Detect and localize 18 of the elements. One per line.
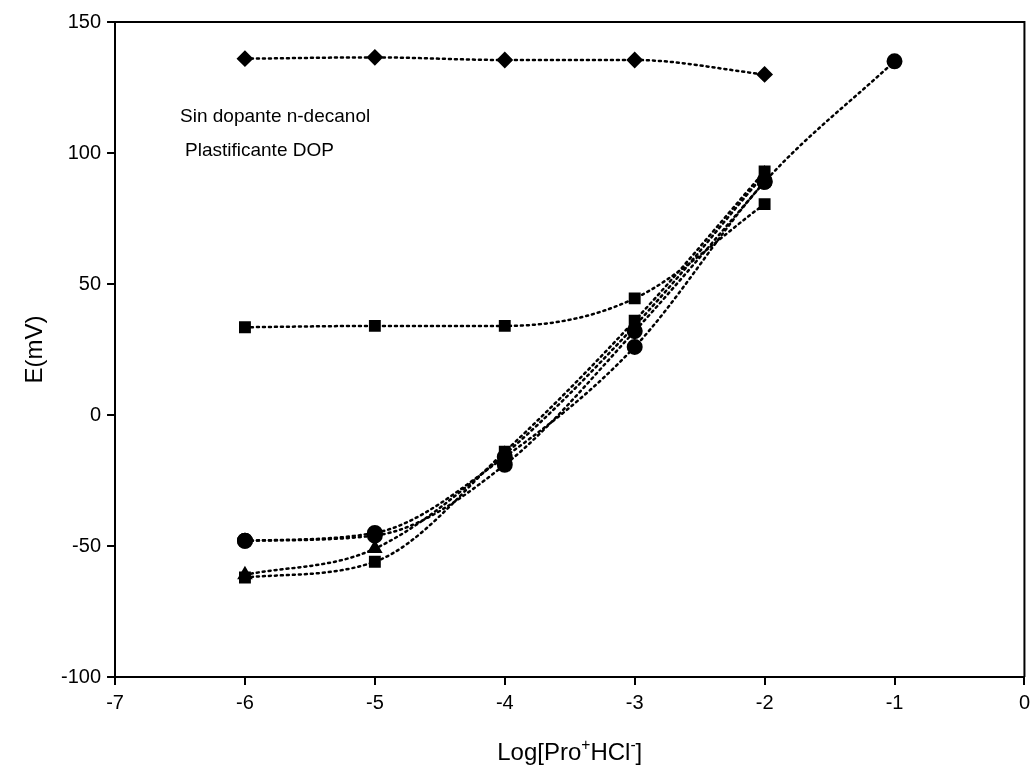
y-tick-label: 0 — [89, 402, 102, 425]
x-tick-label: -4 — [495, 690, 514, 713]
annotation: Plastificante DOP — [185, 139, 334, 160]
y-tick-label: 150 — [67, 9, 102, 32]
x-axis-title: Log[Pro+HCl-] — [497, 736, 643, 765]
x-tick-label: -6 — [236, 690, 254, 713]
x-tick-label: -7 — [106, 690, 124, 713]
x-tick-label: -2 — [755, 690, 774, 713]
y-axis-title: E(mV) — [20, 315, 47, 384]
x-tick-label: -3 — [625, 690, 644, 713]
y-tick-label: 100 — [67, 140, 102, 163]
y-tick-label: -50 — [72, 533, 102, 556]
y-tick-label: 50 — [78, 271, 102, 294]
x-tick-label: -1 — [885, 690, 904, 713]
x-tick-label: 0 — [1018, 690, 1030, 713]
x-tick-label: -5 — [365, 690, 384, 713]
annotation: Sin dopante n-decanol — [180, 105, 371, 126]
y-tick-label: -100 — [61, 664, 102, 687]
